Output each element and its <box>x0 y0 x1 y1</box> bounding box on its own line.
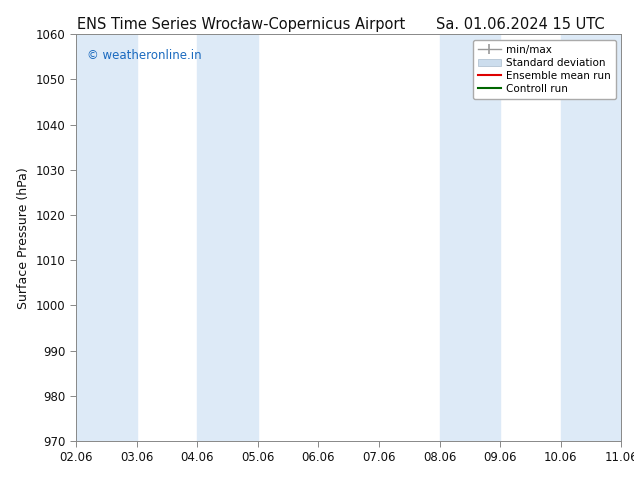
Legend: min/max, Standard deviation, Ensemble mean run, Controll run: min/max, Standard deviation, Ensemble me… <box>473 40 616 99</box>
Y-axis label: Surface Pressure (hPa): Surface Pressure (hPa) <box>17 167 30 309</box>
Bar <box>197 34 258 441</box>
Bar <box>560 34 621 441</box>
Text: ENS Time Series Wrocław-Copernicus Airport: ENS Time Series Wrocław-Copernicus Airpo… <box>77 17 405 32</box>
Text: © weatheronline.in: © weatheronline.in <box>87 49 202 62</box>
Bar <box>439 34 500 441</box>
Text: Sa. 01.06.2024 15 UTC: Sa. 01.06.2024 15 UTC <box>436 17 604 32</box>
Bar <box>76 34 137 441</box>
